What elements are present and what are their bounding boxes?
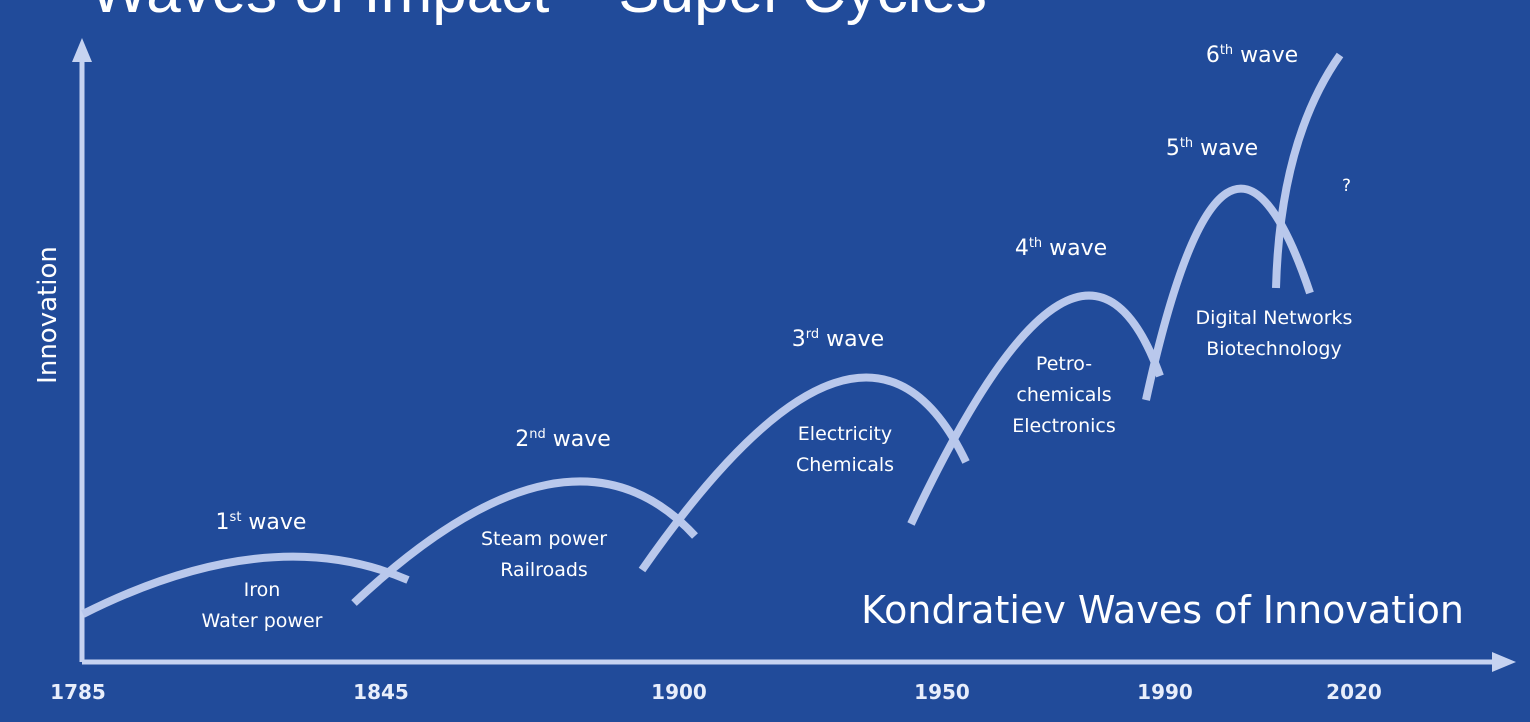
wave-ordinal: 5 (1165, 136, 1180, 161)
wave-word: wave (1193, 136, 1259, 161)
wave-label: 5th wave (1166, 136, 1258, 161)
wave-ordinal: 6 (1205, 43, 1220, 68)
wave-word: wave (819, 327, 885, 352)
wave-curves (81, 52, 1344, 618)
wave-description: Digital Networks Biotechnology (1196, 303, 1353, 365)
wave-ordinal: 1 (215, 510, 230, 535)
wave-ordinal: 3 (791, 327, 806, 352)
wave-curve-5 (1142, 184, 1314, 401)
chart-axes (72, 38, 1516, 672)
wave-description-line: Steam power (480, 528, 608, 550)
wave-curve-6 (1272, 52, 1344, 289)
x-tick-label: 1950 (914, 680, 970, 704)
wave-label: 2nd wave (515, 427, 611, 452)
wave-word: wave (545, 427, 611, 452)
wave-description-line: Iron (243, 579, 281, 601)
x-tick-label: 1845 (353, 680, 409, 704)
wave-curve-1 (81, 552, 410, 618)
question-annotation: ? (1342, 176, 1352, 196)
wave-description: Steam power Railroads (481, 524, 607, 586)
wave-label: 6th wave (1206, 43, 1298, 68)
slide-title: Waves of Impact – Super Cycles (90, 0, 1290, 27)
wave-word: wave (1233, 43, 1299, 68)
wave-ordinal-suffix: nd (529, 427, 546, 442)
wave-description-line: Railroads (500, 559, 588, 581)
x-tick-label: 2020 (1326, 680, 1382, 704)
wave-description-line: chemicals (1016, 384, 1112, 406)
wave-description: Electricity Chemicals (796, 419, 894, 481)
wave-curve-4 (907, 291, 1164, 526)
y-axis-label: Innovation (33, 246, 63, 384)
wave-label: 3rd wave (792, 327, 884, 352)
x-axis-arrow-icon (1492, 652, 1516, 672)
x-tick-label: 1990 (1137, 680, 1193, 704)
wave-curve-3 (638, 373, 970, 573)
wave-ordinal-suffix: rd (805, 327, 820, 342)
wave-word: wave (1042, 236, 1108, 261)
wave-ordinal: 2 (515, 427, 530, 452)
wave-ordinal: 4 (1014, 236, 1029, 261)
wave-description-line: Digital Networks (1195, 307, 1353, 329)
y-axis-arrow-icon (72, 38, 92, 62)
wave-description-line: Petro- (1035, 353, 1093, 375)
wave-ordinal-suffix: th (1179, 136, 1194, 151)
wave-description-line: Biotechnology (1206, 338, 1342, 360)
wave-description-line: Chemicals (795, 454, 895, 476)
wave-description: Petro-chemicals Electronics (1012, 349, 1116, 442)
wave-label: 1st wave (216, 510, 307, 535)
wave-description-line: Electricity (797, 423, 893, 445)
wave-description-line: Electronics (1012, 415, 1116, 437)
wave-ordinal-suffix: th (1028, 236, 1043, 251)
wave-curve-2 (351, 477, 698, 606)
wave-description: Iron Water power (202, 575, 323, 637)
wave-word: wave (241, 510, 307, 535)
chart-title: Kondratiev Waves of Innovation (861, 588, 1464, 632)
x-tick-label: 1785 (50, 680, 106, 704)
wave-ordinal-suffix: th (1219, 43, 1234, 58)
wave-label: 4th wave (1015, 236, 1107, 261)
wave-description-line: Water power (201, 610, 323, 632)
wave-ordinal-suffix: st (229, 510, 242, 525)
x-tick-label: 1900 (651, 680, 707, 704)
